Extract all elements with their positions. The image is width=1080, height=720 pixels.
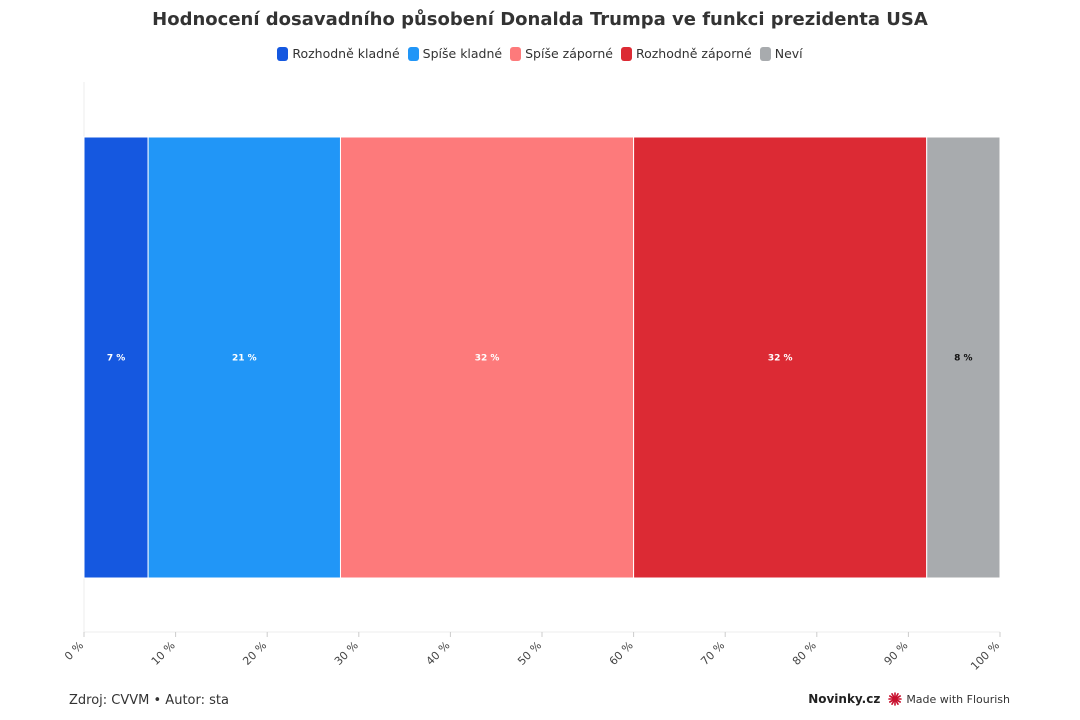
legend-label: Rozhodně záporné <box>635 46 752 61</box>
bar-segment <box>633 136 928 579</box>
legend-swatch <box>510 46 522 61</box>
x-tick-label: 30 % <box>332 639 361 668</box>
legend-label: Spíše kladné <box>422 46 503 61</box>
legend-label: Spíše záporné <box>525 46 613 61</box>
legend-swatch <box>759 46 771 61</box>
bar-segment <box>83 136 149 579</box>
x-tick-label: 20 % <box>240 639 269 668</box>
made-with-flourish-label: Made with Flourish <box>906 692 1010 706</box>
legend-item[interactable]: Spíše kladné <box>407 46 503 61</box>
x-tick-label: 50 % <box>515 639 544 668</box>
brand-logo[interactable]: Novinky.cz <box>808 692 881 706</box>
x-tick-label: 60 % <box>607 639 636 668</box>
x-tick-label: 70 % <box>698 639 727 668</box>
legend-swatch <box>620 46 632 61</box>
bar-data-label: 7 % <box>107 354 125 364</box>
flourish-icon <box>888 692 903 706</box>
chart-area: 7 % 21 % 32 % 32 % 8 % 0 % 10 % 20 % 30 % 40 % 50 … <box>62 82 1002 673</box>
legend-item[interactable]: Spíše záporné <box>510 46 613 61</box>
legend-label: Rozhodně kladné <box>292 46 400 61</box>
bar-segment <box>926 136 1001 579</box>
legend-swatch <box>277 46 289 61</box>
x-tick-label: 0 % <box>62 639 86 663</box>
bar-segment <box>339 136 635 579</box>
legend-item[interactable]: Neví <box>759 46 803 61</box>
x-tick-label: 80 % <box>790 639 819 668</box>
x-tick-label: 10 % <box>149 639 178 668</box>
x-tick-label: 90 % <box>882 639 911 668</box>
chart-title: Hodnocení dosavadního působení Donalda T… <box>152 9 928 30</box>
legend-item[interactable]: Rozhodně kladné <box>277 46 400 61</box>
legend-item[interactable]: Rozhodně záporné <box>620 46 752 61</box>
legend-swatch <box>407 46 419 61</box>
source-note: Zdroj: CVVM • Autor: sta <box>69 693 229 708</box>
footer-credits: Novinky.cz Made with Flourish <box>808 692 1010 706</box>
bar-segment <box>147 136 341 579</box>
bar-data-label: 21 % <box>232 354 257 364</box>
x-tick-label: 40 % <box>424 639 453 668</box>
legend-label: Neví <box>774 46 803 61</box>
made-with-flourish-link[interactable]: Made with Flourish <box>888 692 1010 706</box>
legend: Rozhodně kladné Spíše kladné Spíše záporné… <box>0 46 1080 61</box>
x-tick-label: 100 % <box>968 639 1002 673</box>
bar-data-label: 8 % <box>954 354 972 364</box>
bar-data-label: 32 % <box>768 354 793 364</box>
bar-data-label: 32 % <box>475 354 500 364</box>
